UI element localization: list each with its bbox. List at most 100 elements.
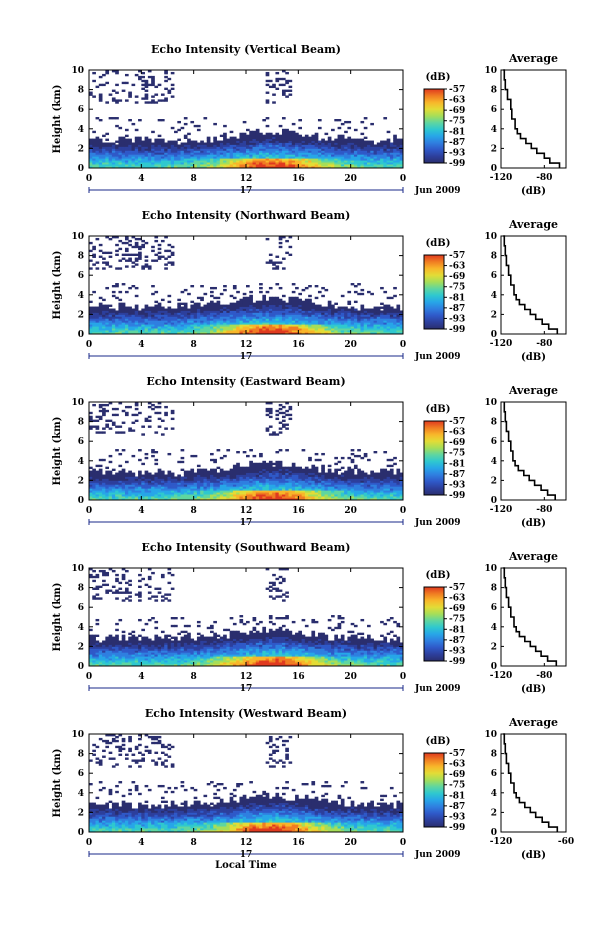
echo-cell: [226, 326, 231, 329]
y-tick-label: 6: [78, 271, 84, 281]
echo-cell: [180, 318, 185, 321]
echo-cell: [141, 79, 145, 83]
echo-cell: [147, 306, 152, 309]
echo-cell: [393, 156, 397, 159]
echo-cell: [272, 136, 276, 139]
echo-cell: [115, 285, 119, 288]
echo-cell: [389, 306, 394, 309]
echo-cell: [180, 148, 185, 151]
echo-cell: [298, 484, 302, 487]
echo-cell: [219, 332, 224, 335]
echo-cell: [92, 253, 96, 256]
echo-cell: [95, 326, 100, 329]
echo-cell: [367, 166, 371, 169]
echo-cell: [144, 494, 149, 497]
echo-cell: [236, 480, 240, 483]
echo-cell: [314, 496, 319, 499]
echo-cell: [128, 162, 132, 165]
echo-cell: [196, 486, 201, 489]
echo-cell: [219, 292, 224, 296]
echo-cell: [98, 142, 103, 145]
echo-cell: [180, 480, 185, 483]
echo-cell: [288, 298, 293, 302]
echo-cell: [278, 449, 283, 452]
echo-cell: [370, 122, 374, 126]
echo-cell: [242, 330, 247, 333]
echo-cell: [317, 304, 322, 307]
echo-cell: [206, 144, 211, 147]
echo-cell: [317, 326, 322, 329]
echo-cell: [236, 166, 240, 169]
echo-cell: [239, 326, 244, 329]
echo-cell: [196, 146, 201, 149]
echo-cell: [147, 164, 152, 167]
echo-cell: [128, 488, 132, 491]
echo-cell: [105, 470, 110, 473]
echo-cell: [386, 330, 391, 333]
echo-cell: [334, 156, 338, 159]
echo-cell: [278, 466, 283, 470]
echo-cell: [298, 148, 302, 151]
echo-cell: [298, 144, 302, 147]
echo-cell: [95, 140, 100, 143]
echo-cell: [144, 140, 149, 143]
echo-cell: [210, 156, 214, 159]
echo-cell: [308, 150, 312, 153]
echo-cell: [213, 310, 217, 313]
echo-cell: [265, 472, 270, 475]
echo-cell: [308, 294, 312, 298]
echo-cell: [223, 332, 227, 335]
echo-cell: [229, 314, 234, 317]
echo-cell: [337, 164, 342, 167]
echo-cell: [147, 140, 152, 143]
echo-cell: [213, 468, 217, 471]
echo-cell: [396, 162, 401, 165]
echo-cell: [242, 482, 247, 485]
echo-cell: [344, 140, 348, 143]
echo-cell: [131, 150, 136, 153]
echo-cell: [298, 158, 302, 161]
echo-cell: [272, 142, 276, 145]
echo-cell: [324, 320, 329, 323]
echo-cell: [183, 488, 188, 491]
echo-cell: [399, 316, 404, 319]
echo-cell: [157, 482, 162, 485]
echo-cell: [193, 454, 198, 458]
echo-cell: [98, 478, 103, 481]
echo-cell: [219, 304, 224, 307]
echo-cell: [242, 468, 247, 471]
echo-cell: [363, 324, 368, 327]
echo-cell: [321, 324, 325, 327]
echo-cell: [180, 492, 185, 495]
echo-cell: [180, 456, 185, 460]
echo-cell: [262, 462, 267, 466]
echo-cell: [232, 490, 237, 493]
echo-cell: [98, 458, 103, 462]
echo-cell: [118, 164, 123, 167]
echo-cell: [95, 156, 100, 159]
echo-cell: [311, 142, 316, 145]
echo-cell: [111, 158, 116, 161]
echo-cell: [252, 308, 257, 311]
echo-cell: [121, 332, 126, 335]
echo-cell: [219, 148, 224, 151]
echo-cell: [131, 308, 136, 311]
echo-cell: [138, 318, 142, 321]
echo-cell: [239, 132, 244, 136]
echo-cell: [317, 486, 322, 489]
echo-cell: [317, 488, 322, 491]
echo-cell: [124, 316, 129, 319]
echo-cell: [353, 324, 358, 327]
echo-cell: [232, 470, 237, 473]
echo-cell: [89, 249, 93, 253]
echo-cell: [255, 492, 260, 495]
echo-cell: [298, 119, 302, 122]
echo-cell: [105, 484, 110, 487]
echo-cell: [134, 138, 139, 141]
echo-cell: [223, 312, 227, 315]
echo-cell: [327, 320, 332, 323]
echo-cell: [340, 142, 345, 145]
echo-cell: [210, 472, 214, 475]
echo-cell: [206, 154, 211, 157]
echo-cell: [376, 152, 381, 155]
